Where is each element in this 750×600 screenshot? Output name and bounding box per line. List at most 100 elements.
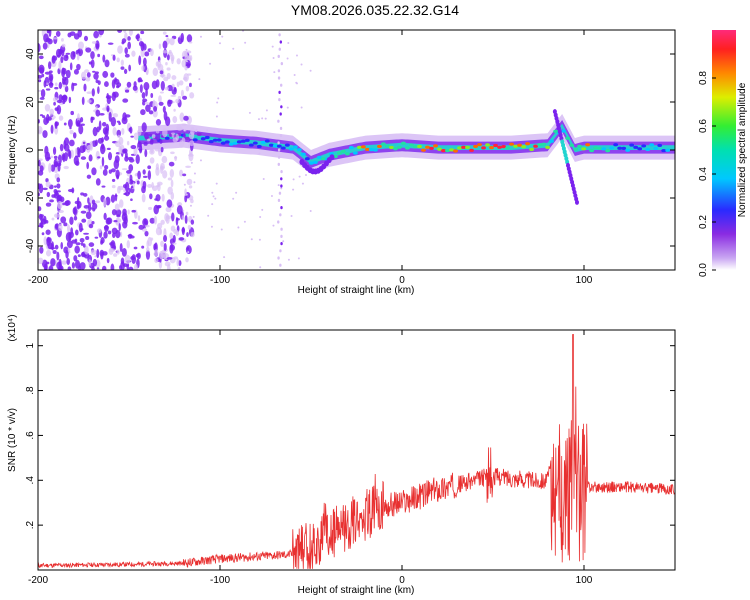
spectrum-noise-mark	[265, 109, 268, 112]
spectrum-noise-mark	[167, 177, 173, 181]
spectrum-noise-mark	[59, 143, 64, 152]
spectrum-noise-mark	[131, 254, 137, 265]
spectrum-noise-mark	[154, 144, 160, 152]
spectrum-noise-mark	[140, 41, 145, 52]
spectrum-noise-mark	[56, 261, 62, 270]
spectrum-noise-mark	[53, 185, 57, 188]
spectrum-noise-mark	[45, 178, 49, 183]
spectrum-noise-mark	[102, 251, 108, 256]
spectrum-noise-mark	[65, 249, 69, 259]
spectrum-ridge-mark	[461, 145, 466, 149]
spectrum-noise-mark	[50, 258, 56, 267]
spectrum-ridge-mark	[517, 143, 522, 147]
spectrum-noise-mark	[179, 112, 185, 122]
spectrum-noise-mark	[119, 199, 124, 208]
spectrum-noise-mark	[185, 165, 192, 168]
spectrum-noise-mark	[86, 161, 90, 170]
spectrum-noise-mark	[91, 167, 97, 176]
spectrum-noise-mark	[176, 205, 183, 215]
spectrum-noise-mark	[133, 132, 139, 141]
spectrum-noise-mark	[93, 30, 100, 39]
spectrum-noise-mark	[146, 138, 151, 142]
spectrum-noise-mark	[75, 229, 79, 236]
spectrum-noise-mark	[235, 191, 238, 194]
spectrum-noise-mark	[115, 209, 122, 217]
spectrum-noise-mark	[127, 233, 133, 239]
spectrum-noise-mark	[52, 97, 59, 102]
spectrum-noise-mark	[119, 243, 123, 253]
spectrum-streak-mark	[277, 54, 280, 59]
spectrum-ridge-mark	[641, 144, 647, 148]
spectrum-noise-mark	[106, 147, 111, 151]
spectrum-ridge-mark	[357, 145, 362, 149]
spectrum-noise-mark	[108, 247, 114, 255]
spectrum-noise-mark	[121, 168, 128, 171]
spectrum-ridge-mark	[393, 147, 398, 151]
spectrum-noise-mark	[153, 106, 158, 112]
spectrum-noise-mark	[103, 197, 107, 207]
spectrum-noise-mark	[273, 71, 276, 74]
spectrum-noise-mark	[130, 135, 134, 138]
spectrum-ridge-mark	[425, 145, 430, 149]
spectrum-streak-mark	[279, 126, 283, 130]
spectrum-noise-mark	[172, 137, 178, 143]
spectrum-noise-mark	[145, 250, 151, 260]
spectrum-noise-mark	[210, 225, 213, 228]
spectrum-noise-mark	[38, 206, 42, 212]
spectrum-noise-mark	[282, 240, 285, 243]
spectrum-streak-mark	[277, 148, 281, 152]
spectrum-ridge-mark	[437, 147, 442, 151]
spectrum-noise-mark	[183, 183, 186, 186]
spectrum-noise-mark	[169, 244, 175, 251]
spectrum-ridge-mark	[533, 144, 538, 148]
spectrum-noise-mark	[131, 50, 136, 57]
spectrum-noise-mark	[107, 152, 113, 161]
spectrum-ridge-mark	[316, 155, 322, 159]
spectrum-ridge-mark	[545, 145, 550, 149]
spectrum-ridge-mark	[208, 140, 214, 144]
spectrum-noise-mark	[84, 245, 89, 255]
spectrum-noise-mark	[124, 155, 129, 162]
spectrum-noise-mark	[124, 181, 130, 192]
spectrum-noise-mark	[99, 113, 105, 116]
spectrum-noise-mark	[138, 224, 145, 230]
spectrum-noise-mark	[67, 224, 71, 233]
spectrum-noise-mark	[149, 193, 153, 200]
spectrum-ridge-mark	[609, 146, 615, 150]
spectrum-noise-mark	[145, 224, 150, 228]
spectrum-noise-mark	[237, 226, 240, 229]
spectrum-streak-mark	[280, 62, 284, 66]
spectrum-noise-mark	[199, 159, 202, 162]
spectrum-noise-mark	[150, 93, 154, 99]
spectrum-noise-mark	[223, 256, 226, 259]
spectrum-noise-mark	[92, 70, 96, 73]
spectrum-noise-mark	[173, 108, 176, 112]
spectrum-noise-mark	[54, 86, 59, 90]
spectrum-ridge-mark	[509, 142, 514, 146]
spectrum-noise-mark	[183, 129, 186, 132]
spectrum-noise-mark	[167, 99, 174, 105]
spectrum-noise-mark	[145, 69, 149, 76]
spectrum-noise-mark	[54, 82, 58, 86]
spectrum-noise-mark	[189, 204, 192, 207]
spectrum-noise-mark	[179, 169, 184, 177]
spectrum-noise-mark	[116, 129, 121, 137]
spectrum-noise-mark	[63, 222, 68, 227]
spectrum-noise-mark	[185, 193, 188, 196]
spectrum-noise-mark	[68, 96, 72, 104]
spectrum-noise-mark	[184, 214, 188, 224]
spectrum-noise-mark	[151, 134, 156, 139]
snr-xtick-label: 0	[399, 575, 405, 586]
spectrum-noise-mark	[83, 204, 90, 209]
spectrum-noise-mark	[214, 148, 217, 151]
spectrum-noise-mark	[128, 179, 134, 185]
spectrum-noise-mark	[48, 163, 52, 173]
spectrogram-ytick-label: 40	[25, 48, 36, 60]
spectrum-noise-mark	[86, 72, 91, 78]
spectrum-noise-mark	[177, 127, 183, 131]
spectrum-noise-mark	[122, 148, 127, 154]
spectrum-noise-mark	[171, 134, 175, 138]
spectrum-noise-mark	[180, 32, 184, 43]
spectrum-noise-mark	[49, 75, 53, 85]
